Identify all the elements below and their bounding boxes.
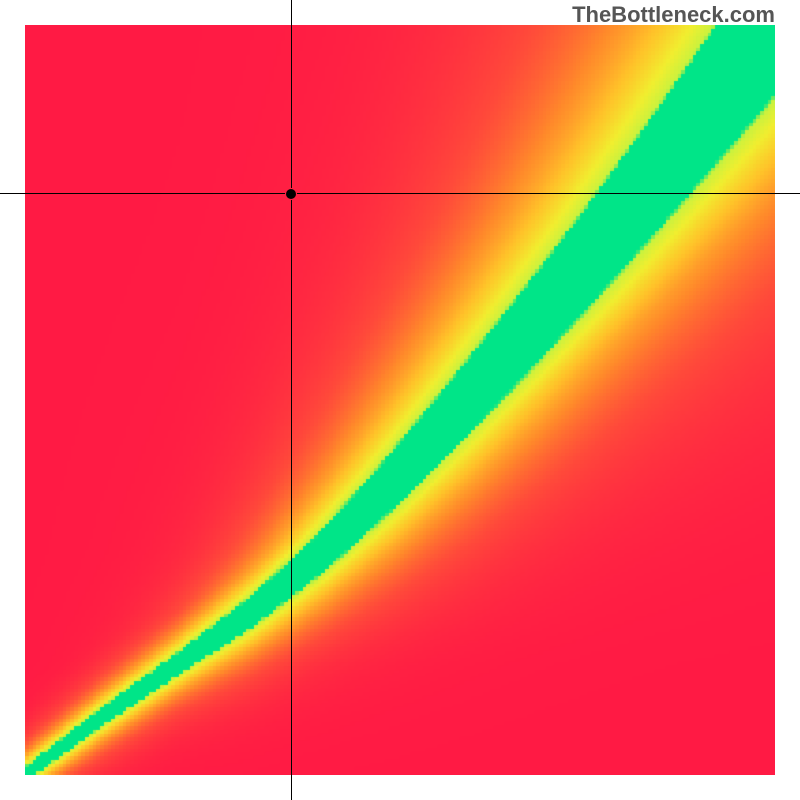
bottleneck-heatmap: [25, 25, 775, 775]
crosshair-horizontal-left: [0, 193, 285, 194]
crosshair-vertical-bottom: [291, 200, 292, 800]
watermark-text: TheBottleneck.com: [572, 2, 775, 28]
crosshair-vertical-top: [291, 0, 292, 188]
crosshair-marker: [286, 189, 296, 199]
chart-container: TheBottleneck.com: [0, 0, 800, 800]
crosshair-horizontal-right: [297, 193, 800, 194]
